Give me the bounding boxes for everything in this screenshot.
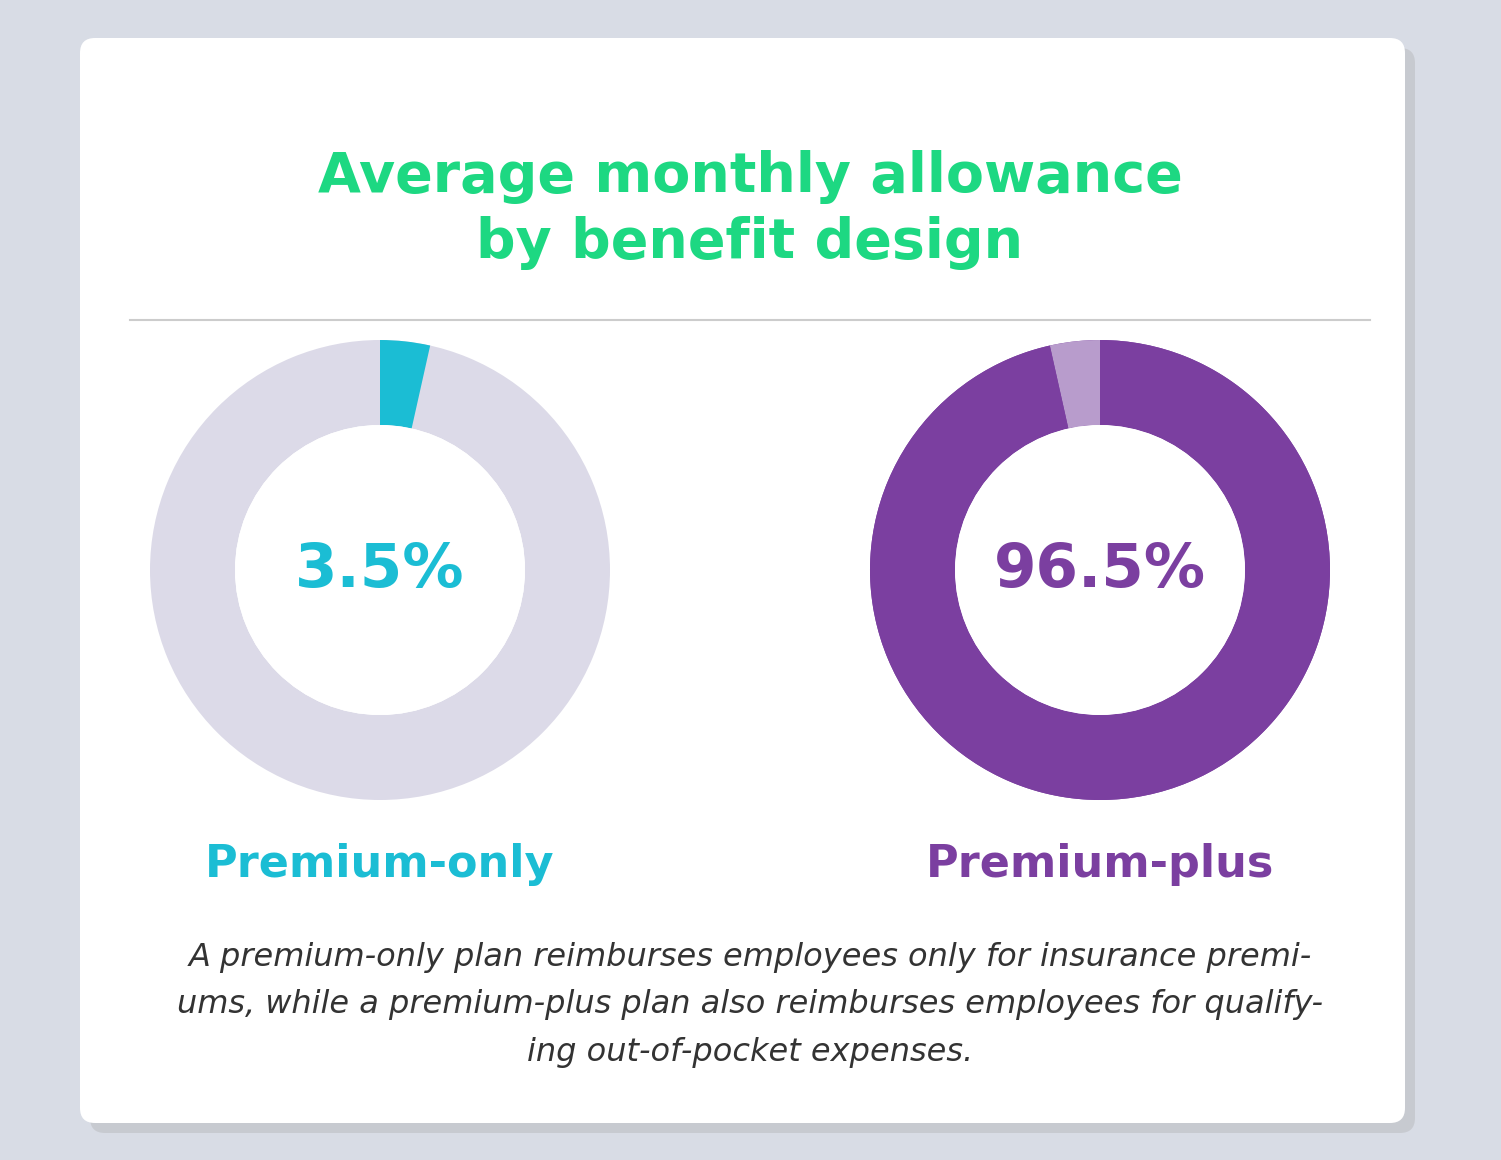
Wedge shape	[380, 340, 431, 428]
Text: 3.5%: 3.5%	[296, 541, 465, 600]
Wedge shape	[1049, 340, 1100, 428]
Wedge shape	[150, 340, 609, 800]
FancyBboxPatch shape	[90, 48, 1415, 1133]
Circle shape	[955, 425, 1244, 715]
Wedge shape	[871, 340, 1330, 800]
Text: Premium-only: Premium-only	[206, 843, 555, 886]
Text: Premium-plus: Premium-plus	[926, 843, 1274, 886]
Wedge shape	[871, 340, 1330, 800]
Text: 96.5%: 96.5%	[994, 541, 1207, 600]
Text: A premium-only plan reimburses employees only for insurance premi-
ums, while a : A premium-only plan reimburses employees…	[177, 942, 1322, 1068]
FancyBboxPatch shape	[80, 38, 1405, 1123]
Circle shape	[236, 425, 525, 715]
Text: Average monthly allowance
by benefit design: Average monthly allowance by benefit des…	[318, 150, 1183, 270]
